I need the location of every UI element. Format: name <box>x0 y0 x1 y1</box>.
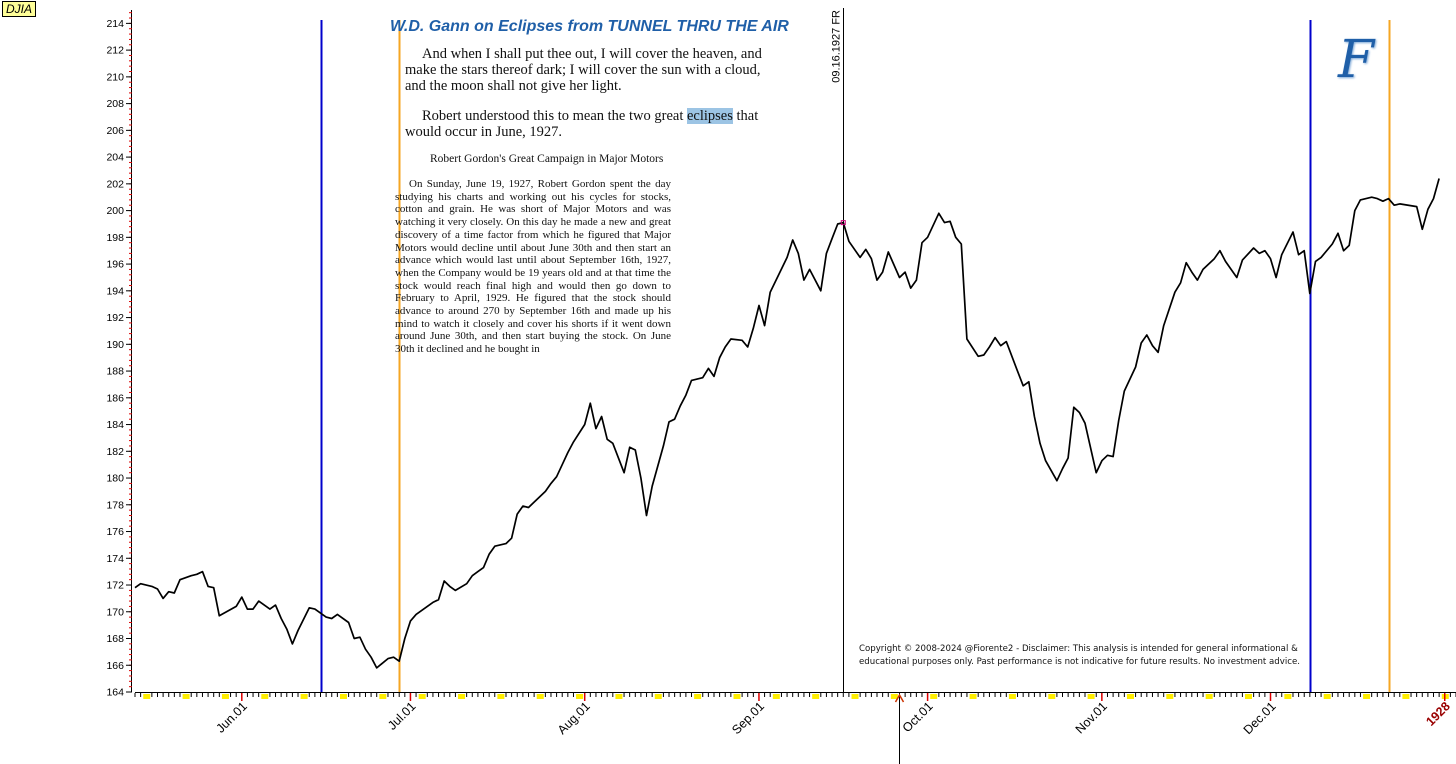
x-axis: Jun.01 Jul.01 Aug.01 Sep.01 Oct.01 Nov.01 Dec.… <box>134 692 1456 764</box>
week-marker <box>143 694 151 699</box>
week-marker <box>615 694 623 699</box>
chart-title: W.D. Gann on Eclipses from TUNNEL THRU T… <box>390 18 789 35</box>
y-axis: 164 166 168 170 172 174 176 178 180 182 184 186 188 1… <box>106 10 132 699</box>
vertical-markers: 09.16.1927 FR <box>320 8 1391 692</box>
x-tick-label: Sep.01 <box>729 699 767 737</box>
week-marker <box>1245 694 1253 699</box>
marker-date-label: 09.16.1927 FR <box>831 10 843 83</box>
y-tick-label: 206 <box>106 125 124 137</box>
x-tick-label: Jul.01 <box>385 699 419 733</box>
story-paragraph: On Sunday, June 19, 1927, Robert Gordon … <box>395 178 671 356</box>
y-tick-label: 190 <box>106 339 124 351</box>
week-marker <box>1087 694 1095 699</box>
quote-paragraph-2: Robert understood this to mean the two g… <box>405 108 785 140</box>
y-tick-label: 178 <box>106 499 124 511</box>
y-tick-label: 172 <box>106 580 124 592</box>
y-tick-label: 194 <box>106 285 124 297</box>
y-tick-label: 210 <box>106 71 124 83</box>
section-heading: Robert Gordon's Great Campaign in Major … <box>430 153 664 165</box>
x-tick-label: Jun.01 <box>213 699 249 735</box>
y-tick-label: 180 <box>106 473 124 485</box>
week-marker <box>969 694 977 699</box>
week-marker <box>812 694 820 699</box>
djia-price-line <box>134 178 1440 669</box>
y-tick-label: 200 <box>106 205 124 217</box>
week-marker <box>339 694 347 699</box>
copyright-disclaimer: Copyright © 2008-2024 @Fiorente2 - Discl… <box>859 644 1300 667</box>
x-tick-label: Nov.01 <box>1073 699 1110 736</box>
y-tick-label: 174 <box>106 553 124 565</box>
highlighted-word: eclipses <box>686 108 733 124</box>
week-marker <box>497 694 505 699</box>
y-tick-label: 212 <box>106 45 124 57</box>
week-marker <box>418 694 426 699</box>
quote-text-after: that would occur in June, 1927. <box>405 108 759 140</box>
y-tick-label: 202 <box>106 178 124 190</box>
y-tick-label: 184 <box>106 419 124 431</box>
high-point-marker <box>840 220 846 226</box>
y-tick-label: 214 <box>106 18 124 30</box>
week-marker <box>654 694 662 699</box>
week-marker <box>1126 694 1134 699</box>
week-marker <box>458 694 466 699</box>
y-tick-label: 188 <box>106 366 124 378</box>
x-tick-label: Dec.01 <box>1241 699 1279 737</box>
week-marker <box>1166 694 1174 699</box>
week-marker <box>221 694 229 699</box>
y-tick-label: 182 <box>106 446 124 458</box>
week-marker <box>1323 694 1331 699</box>
quote-block: And when I shall put thee out, I will co… <box>405 46 785 154</box>
week-marker <box>851 694 859 699</box>
week-marker <box>772 694 780 699</box>
quote-paragraph-1: And when I shall put thee out, I will co… <box>405 46 762 94</box>
y-tick-label: 196 <box>106 259 124 271</box>
week-marker <box>930 694 938 699</box>
ticker-badge[interactable]: DJIA <box>2 1 37 17</box>
quote-text-before: Robert understood this to mean the two g… <box>422 108 687 124</box>
week-marker <box>1048 694 1056 699</box>
date-cursor-arrow-icon <box>894 693 905 703</box>
week-marker <box>300 694 308 699</box>
week-marker <box>379 694 387 699</box>
y-tick-label: 204 <box>106 152 124 164</box>
week-marker <box>576 694 584 699</box>
week-marker <box>733 694 741 699</box>
y-tick-label: 176 <box>106 526 124 538</box>
week-marker <box>1205 694 1213 699</box>
y-tick-label: 198 <box>106 232 124 244</box>
y-tick-label: 168 <box>106 633 124 645</box>
x-tick-label: 1928 <box>1423 699 1453 729</box>
x-tick-label: Aug.01 <box>555 699 593 737</box>
y-tick-label: 192 <box>106 312 124 324</box>
week-marker <box>694 694 702 699</box>
week-marker <box>536 694 544 699</box>
story-excerpt: On Sunday, June 19, 1927, Robert Gordon … <box>395 178 671 372</box>
series-layer <box>134 178 1440 669</box>
x-tick-label: Oct.01 <box>900 699 936 735</box>
week-marker <box>1402 694 1410 699</box>
y-tick-label: 186 <box>106 392 124 404</box>
week-marker <box>261 694 269 699</box>
week-marker <box>1008 694 1016 699</box>
week-marker <box>890 694 898 699</box>
week-marker <box>1284 694 1292 699</box>
y-tick-label: 170 <box>106 606 124 618</box>
week-marker <box>1363 694 1371 699</box>
fiorente-logo: F <box>1338 30 1375 90</box>
y-tick-label: 166 <box>106 660 124 672</box>
y-tick-label: 164 <box>106 687 124 699</box>
week-marker <box>182 694 190 699</box>
y-tick-label: 208 <box>106 98 124 110</box>
